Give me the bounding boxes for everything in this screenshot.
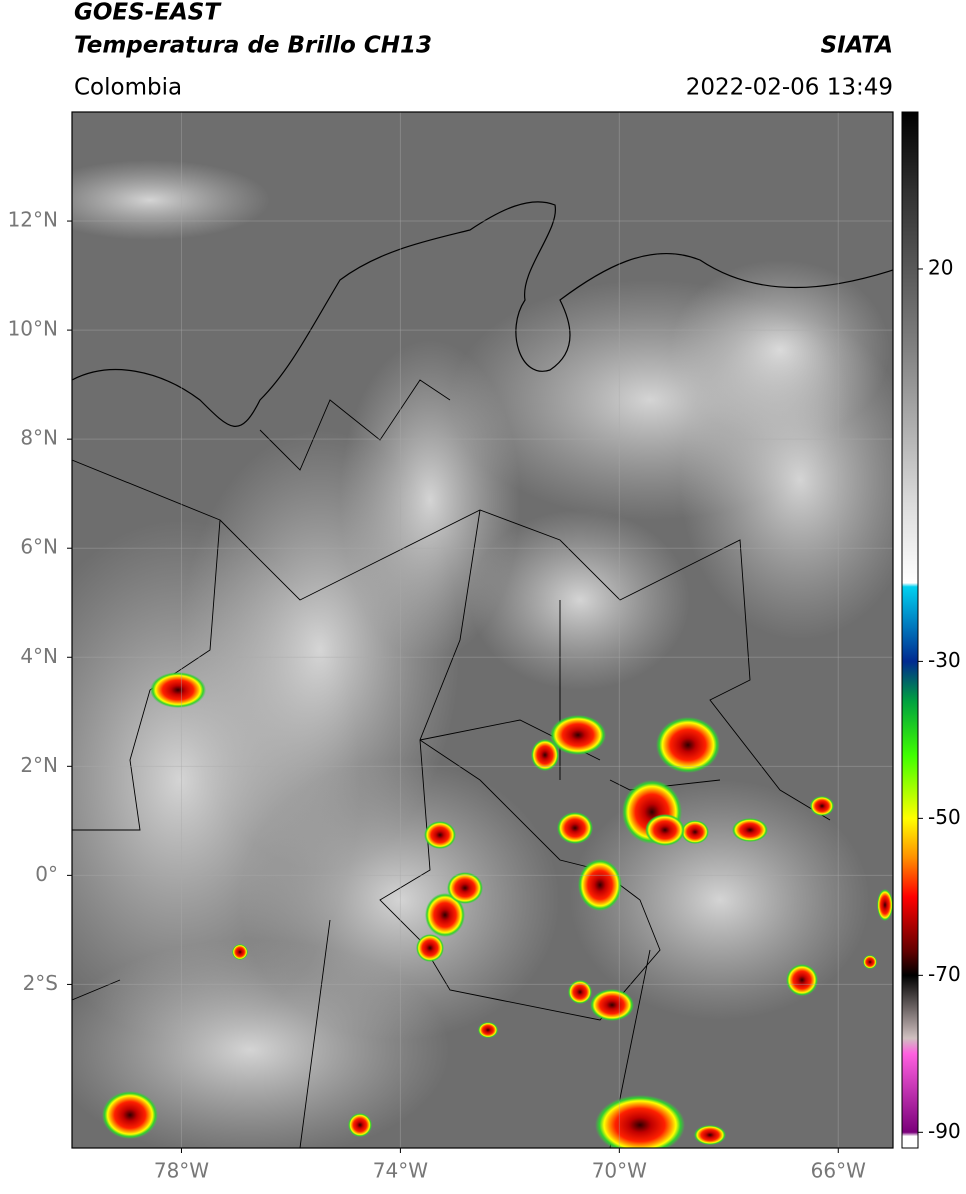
convective-cell: [102, 1091, 158, 1139]
cloud: [670, 260, 890, 440]
y-tick-label: 6°N: [20, 535, 58, 559]
title-satellite: GOES-EAST: [74, 0, 222, 26]
datetime: 2022-02-06 13:49: [686, 75, 893, 101]
convective-cell: [557, 812, 593, 844]
convective-cell: [425, 893, 465, 937]
convective-cell: [424, 821, 456, 849]
cloud: [72, 940, 450, 1148]
title-product: Temperatura de Brillo CH13: [74, 33, 432, 59]
convective-cell: [877, 889, 893, 921]
convective-cell: [810, 796, 834, 816]
convective-cell: [447, 872, 483, 904]
convective-cell: [578, 859, 622, 911]
convective-cell: [531, 739, 559, 771]
cloud: [470, 510, 690, 690]
y-tick-label: 8°N: [20, 426, 58, 450]
convective-cell: [348, 1113, 372, 1137]
convective-cell: [786, 964, 818, 996]
convective-cell: [416, 934, 444, 962]
convective-cell: [568, 980, 592, 1004]
convective-cell: [863, 955, 877, 969]
y-tick-label: 2°N: [20, 753, 58, 777]
convective-cell: [232, 944, 248, 960]
convective-cell: [694, 1125, 726, 1145]
y-tick-label: 12°N: [8, 208, 58, 232]
y-tick-label: 2°S: [23, 971, 58, 995]
x-tick-label: 70°W: [592, 1159, 647, 1183]
convective-cell: [681, 820, 709, 844]
convective-cell: [645, 814, 685, 846]
colorbar-tick-label: -70: [928, 962, 961, 986]
convective-cell: [656, 717, 720, 773]
y-tick-label: 0°: [35, 862, 58, 886]
map-frame: [71, 111, 894, 1149]
region: Colombia: [74, 75, 182, 101]
x-tick-label: 66°W: [811, 1159, 866, 1183]
convective-cell: [150, 672, 206, 708]
colorbar: [901, 111, 919, 1149]
map-image: [72, 112, 893, 1148]
y-tick-label: 4°N: [20, 644, 58, 668]
x-tick-label: 78°W: [154, 1159, 209, 1183]
colorbar-tick-label: -50: [928, 805, 961, 829]
colorbar-tick-label: -30: [928, 648, 961, 672]
convective-cell: [590, 989, 634, 1021]
convective-cell: [595, 1095, 685, 1148]
convective-cell: [732, 818, 768, 842]
y-tick-label: 10°N: [8, 317, 58, 341]
colorbar-tick-label: 20: [928, 255, 953, 279]
convective-cell: [550, 715, 606, 755]
x-tick-label: 74°W: [373, 1159, 428, 1183]
source: SIATA: [821, 33, 893, 59]
cloud: [72, 160, 270, 240]
colorbar-tick-label: -90: [928, 1119, 961, 1143]
convective-cell: [478, 1022, 498, 1038]
